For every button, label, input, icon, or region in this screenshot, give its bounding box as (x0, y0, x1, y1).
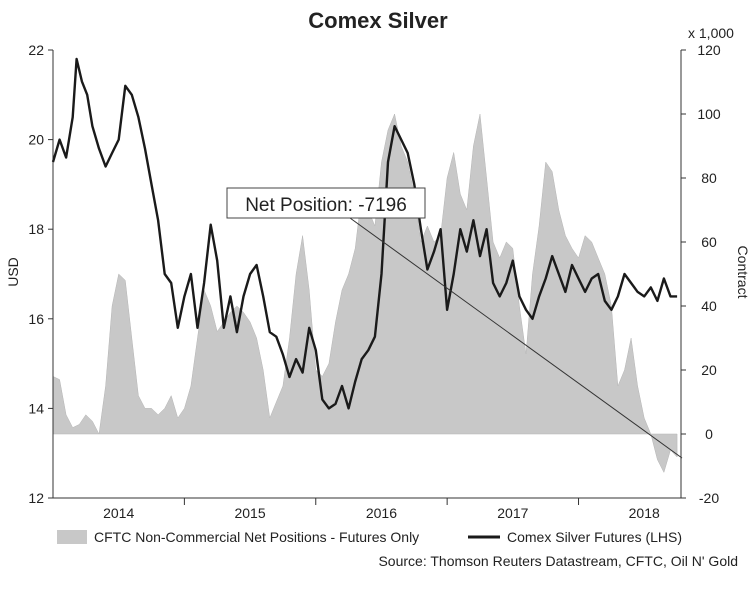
y-left-tick-label: 22 (28, 42, 44, 58)
y-right-tick-label: 20 (701, 362, 717, 378)
legend-swatch-area (57, 530, 87, 544)
x-tick-label: 2017 (497, 505, 528, 521)
y-right-tick-label: 60 (701, 234, 717, 250)
chart-title: Comex Silver (308, 8, 448, 33)
y-right-tick-label: 80 (701, 170, 717, 186)
legend-label-line: Comex Silver Futures (LHS) (507, 529, 682, 545)
y-right-axis-label: Contract (735, 246, 751, 299)
legend-label-area: CFTC Non-Commercial Net Positions - Futu… (94, 529, 419, 545)
y-left-axis-label: USD (5, 257, 21, 287)
net-positions-area (52, 113, 678, 474)
source-note: Source: Thomson Reuters Datastream, CFTC… (378, 553, 738, 569)
x-tick-label: 2018 (629, 505, 660, 521)
y-right-tick-label: -20 (699, 490, 719, 506)
y-right-tick-label: 0 (705, 426, 713, 442)
x-tick-label: 2015 (234, 505, 265, 521)
y-right-tick-label: 40 (701, 298, 717, 314)
annotation-box (226, 187, 426, 219)
net-positions-area-layer (52, 113, 678, 474)
y-left-tick-label: 20 (28, 132, 44, 148)
tick-labels: 12 14 16 18 20 22 -20 0 20 40 60 80 100 120 2014 2015 20… (28, 42, 720, 521)
y-left-tick-label: 12 (28, 490, 44, 506)
right-axis-multiplier: x 1,000 (688, 25, 734, 41)
y-left-tick-label: 18 (28, 221, 44, 237)
x-tick-label: 2014 (103, 505, 134, 521)
y-left-tick-label: 16 (28, 311, 44, 327)
y-right-tick-label: 120 (697, 42, 721, 58)
annotation-leader-line (349, 217, 683, 459)
axes (48, 49, 686, 505)
legend: CFTC Non-Commercial Net Positions - Futu… (57, 529, 682, 545)
silver-futures-line (51, 57, 678, 410)
y-left-tick-label: 14 (28, 400, 44, 416)
y-right-tick-label: 100 (697, 106, 721, 122)
annotation-net-position: Net Position: -7196 (245, 195, 407, 216)
x-tick-label: 2016 (366, 505, 397, 521)
silver-futures-line-layer (51, 57, 678, 410)
